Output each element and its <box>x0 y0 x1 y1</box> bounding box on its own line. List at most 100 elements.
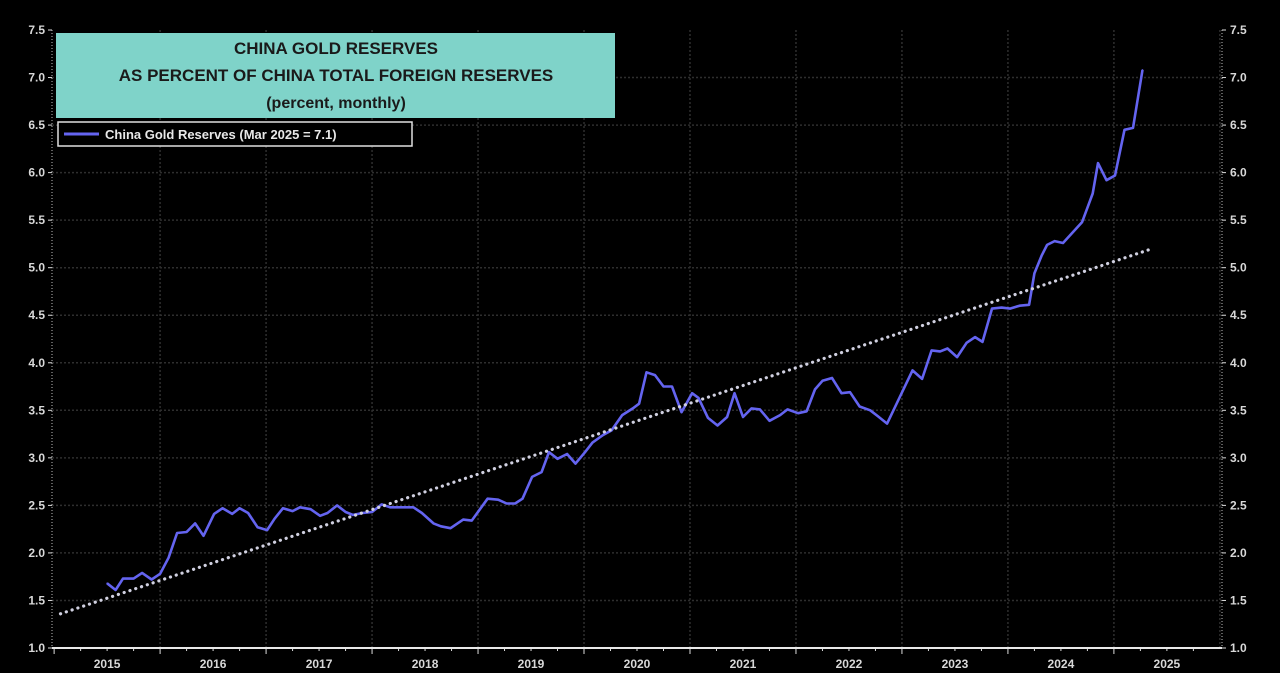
y-tick-label-right: 4.5 <box>1230 308 1247 322</box>
data-point <box>946 347 949 350</box>
title-box: CHINA GOLD RESERVES AS PERCENT OF CHINA … <box>56 33 615 118</box>
y-tick-label-left: 6.0 <box>28 166 45 180</box>
y-tick-label-left: 3.5 <box>28 403 45 417</box>
data-point <box>974 336 976 338</box>
y-tick-label-left: 1.5 <box>28 593 45 607</box>
data-point <box>1041 254 1043 257</box>
data-point <box>821 380 824 382</box>
data-point <box>911 369 914 372</box>
data-point <box>1018 304 1021 307</box>
legend: China Gold Reserves (Mar 2025 = 7.1) <box>57 121 413 147</box>
data-point <box>726 416 728 418</box>
data-point <box>167 556 170 559</box>
chart-subtitle: (percent, monthly) <box>266 95 406 112</box>
x-tick-label: 2022 <box>836 657 863 671</box>
data-point <box>231 513 233 515</box>
data-point <box>965 342 968 344</box>
y-tick-label-right: 6.0 <box>1230 166 1247 180</box>
data-point <box>1097 162 1099 164</box>
data-point <box>930 349 933 352</box>
data-point <box>991 307 993 310</box>
data-point <box>556 457 559 460</box>
y-tick-label-right: 4.0 <box>1230 356 1247 370</box>
y-tick-label-right: 5.5 <box>1230 213 1247 227</box>
title-box-background <box>56 33 615 118</box>
data-point <box>574 462 577 465</box>
data-point <box>221 507 224 510</box>
y-tick-label-right: 3.0 <box>1230 451 1247 465</box>
data-point <box>1141 69 1144 71</box>
x-tick-label: 2024 <box>1048 657 1075 671</box>
data-point <box>176 532 178 534</box>
data-point <box>654 374 656 376</box>
data-point <box>956 356 958 358</box>
y-tick-label-right: 2.5 <box>1230 498 1247 512</box>
data-point <box>336 504 338 507</box>
y-tick-label-right: 6.5 <box>1230 118 1247 132</box>
y-tick-label-left: 2.0 <box>28 546 45 560</box>
data-point <box>1046 244 1048 246</box>
data-point <box>299 506 301 509</box>
data-point <box>662 385 665 388</box>
data-point <box>1091 192 1094 195</box>
data-point <box>645 371 648 374</box>
y-tick-label-right: 7.5 <box>1230 23 1247 37</box>
data-point <box>733 392 736 394</box>
y-tick-label-left: 4.5 <box>28 308 45 322</box>
data-point <box>202 535 205 537</box>
data-point <box>486 497 489 500</box>
data-point <box>680 411 683 414</box>
legend-label: China Gold Reserves (Mar 2025 = 7.1) <box>105 127 337 142</box>
y-tick-label-right: 5.0 <box>1230 261 1247 275</box>
x-tick-label: 2017 <box>306 657 333 671</box>
data-point <box>1105 179 1108 182</box>
data-point <box>1028 303 1030 306</box>
data-point <box>309 508 312 510</box>
data-point <box>150 578 153 581</box>
x-tick-label: 2020 <box>624 657 651 671</box>
data-point <box>805 410 808 413</box>
data-point <box>380 503 383 506</box>
data-point <box>779 414 781 416</box>
data-point <box>1086 206 1089 209</box>
data-point <box>449 527 452 530</box>
data-point <box>291 510 294 512</box>
data-point <box>591 441 594 444</box>
data-point <box>921 378 923 380</box>
x-tick-label: 2016 <box>200 657 227 671</box>
data-point <box>371 511 373 513</box>
y-tick-label-left: 3.0 <box>28 451 45 465</box>
data-point <box>750 407 753 410</box>
data-point <box>697 397 700 399</box>
data-point <box>1033 272 1036 275</box>
data-point <box>470 519 473 522</box>
data-point <box>691 392 693 394</box>
data-point <box>326 512 329 514</box>
data-point <box>869 409 871 412</box>
data-point <box>886 422 888 425</box>
data-point <box>352 514 354 516</box>
data-point <box>840 392 843 394</box>
data-point <box>621 414 623 416</box>
data-point <box>213 513 215 515</box>
data-point <box>122 577 124 580</box>
y-tick-label-left: 5.0 <box>28 261 45 275</box>
data-point <box>185 531 188 533</box>
data-point <box>939 350 941 353</box>
y-tick-label-right: 7.0 <box>1230 71 1247 85</box>
y-tick-label-left: 6.5 <box>28 118 45 132</box>
data-point <box>412 506 415 509</box>
x-tick-label: 2015 <box>94 657 121 671</box>
data-point <box>548 451 550 453</box>
data-point <box>814 388 816 391</box>
y-tick-label-left: 1.0 <box>28 641 45 655</box>
data-point <box>114 589 117 591</box>
trend-line <box>58 247 1154 616</box>
x-tick-label: 2019 <box>518 657 545 671</box>
data-point <box>742 416 744 418</box>
data-point <box>398 506 401 509</box>
x-tick-label: 2023 <box>942 657 969 671</box>
data-point <box>671 385 673 388</box>
data-point <box>1000 306 1003 309</box>
